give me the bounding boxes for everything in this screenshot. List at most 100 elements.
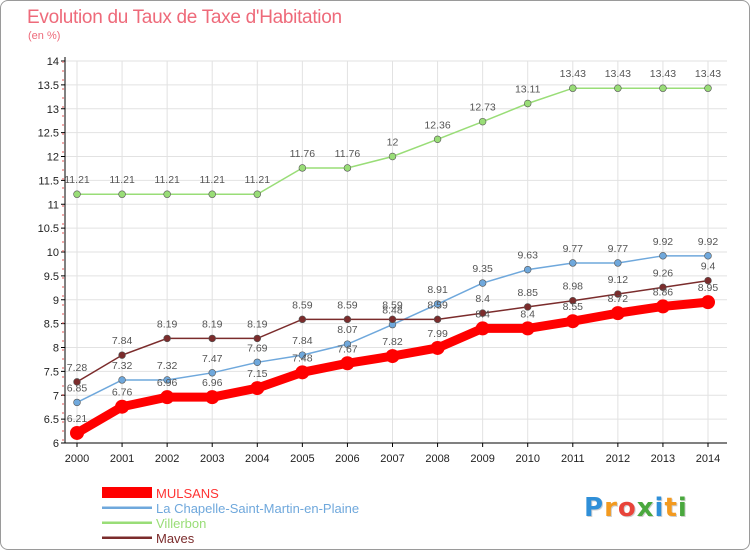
data-point-mulsans: [520, 321, 535, 336]
data-label-la-chapelle-saint-martin-en-plaine: 8.48: [382, 305, 403, 317]
data-label-villerbon: 12.73: [470, 102, 496, 114]
data-point-maves: [253, 334, 261, 343]
data-label-mulsans: 7.48: [292, 352, 313, 364]
logo-letter: i: [677, 493, 688, 523]
data-point-mulsans: [205, 390, 220, 405]
data-point-maves: [433, 315, 442, 324]
data-label-villerbon: 13.43: [560, 68, 586, 80]
data-label-mulsans: 7.67: [337, 343, 358, 355]
y-tick-label: 8.5: [44, 319, 59, 331]
data-label-maves: 8.85: [517, 287, 538, 299]
y-axis-unit: (en %): [28, 30, 61, 42]
data-label-villerbon: 11.21: [64, 174, 90, 186]
data-label-la-chapelle-saint-martin-en-plaine: 9.77: [608, 243, 629, 255]
x-tick-label: 2009: [470, 453, 494, 465]
logo-letter: t: [664, 493, 678, 523]
data-point-la-chapelle-saint-martin-en-plaine: [163, 376, 171, 384]
data-point-maves: [614, 290, 622, 298]
x-tick-label: 2003: [200, 453, 224, 465]
data-label-villerbon: 13.43: [605, 68, 631, 80]
data-point-la-chapelle-saint-martin-en-plaine: [208, 369, 216, 377]
data-point-villerbon: [253, 190, 261, 198]
data-label-villerbon: 12.36: [424, 119, 450, 131]
data-label-maves: 7.84: [112, 335, 133, 347]
data-label-maves: 8.98: [563, 281, 584, 293]
data-point-mulsans: [610, 306, 625, 321]
x-tick-label: 2000: [65, 453, 89, 465]
data-label-maves: 8.59: [427, 299, 448, 311]
data-label-mulsans: 8.4: [520, 308, 535, 320]
y-tick-label: 13: [47, 104, 59, 116]
data-point-la-chapelle-saint-martin-en-plaine: [659, 252, 667, 260]
data-point-la-chapelle-saint-martin-en-plaine: [118, 376, 126, 384]
data-point-la-chapelle-saint-martin-en-plaine: [704, 252, 712, 260]
legend-label-maves: Maves: [156, 531, 195, 546]
data-point-la-chapelle-saint-martin-en-plaine: [433, 300, 442, 308]
y-tick-label: 13.5: [38, 80, 59, 92]
data-point-villerbon: [659, 84, 667, 92]
data-point-maves: [118, 351, 126, 359]
chart-data-labels: 6.216.766.96 6.967.157.487.677.827.998.4 8…: [64, 68, 721, 425]
data-label-mulsans: 8.4: [475, 308, 490, 320]
proxiti-logo: Proxiti: [584, 493, 688, 523]
data-label-villerbon: 13.11: [515, 83, 541, 95]
data-label-la-chapelle-saint-martin-en-plaine: 7.84: [292, 335, 313, 347]
data-point-villerbon: [569, 84, 577, 92]
data-point-mulsans: [115, 399, 130, 414]
data-point-la-chapelle-saint-martin-en-plaine: [343, 340, 352, 348]
data-point-maves: [208, 334, 216, 343]
data-label-maves: 8.19: [157, 318, 178, 330]
data-label-villerbon: 11.21: [199, 174, 225, 186]
chart-title: Evolution du Taux de Taxe d'Habitation: [27, 7, 342, 28]
data-point-mulsans: [70, 425, 84, 440]
x-tick-label: 2002: [155, 453, 179, 465]
data-point-villerbon: [118, 190, 126, 198]
logo-letter: o: [617, 493, 637, 523]
data-label-villerbon: 11.76: [290, 148, 316, 160]
data-point-villerbon: [614, 84, 622, 92]
y-tick-label: 6.5: [44, 414, 59, 426]
data-point-la-chapelle-saint-martin-en-plaine: [478, 279, 487, 287]
data-point-la-chapelle-saint-martin-en-plaine: [253, 358, 261, 367]
data-label-la-chapelle-saint-martin-en-plaine: 7.32: [157, 360, 178, 372]
chart-series: [70, 84, 715, 440]
data-point-maves: [388, 315, 397, 324]
data-label-la-chapelle-saint-martin-en-plaine: 6.85: [67, 382, 88, 394]
legend-label-mulsans: MULSANS: [156, 486, 219, 501]
data-label-mulsans: 7.82: [382, 336, 403, 348]
logo-letter: P: [584, 493, 605, 523]
data-point-villerbon: [343, 164, 352, 172]
data-point-la-chapelle-saint-martin-en-plaine: [524, 265, 532, 274]
data-point-mulsans: [250, 381, 265, 396]
chart-axes: 66.577.588.599.51010.51111.51212.51313.5…: [38, 56, 727, 465]
legend-label-la-chapelle-saint-martin-en-plaine: La Chapelle-Saint-Martin-en-Plaine: [156, 501, 359, 516]
data-label-maves: 8.19: [247, 318, 268, 330]
legend-swatch-mulsans: [102, 487, 152, 498]
data-point-maves: [524, 303, 532, 311]
data-label-la-chapelle-saint-martin-en-plaine: 8.07: [337, 324, 358, 336]
data-point-villerbon: [433, 135, 442, 144]
data-point-mulsans: [385, 349, 400, 364]
data-label-mulsans: 8.95: [698, 282, 719, 294]
data-label-maves: 9.4: [701, 261, 716, 273]
y-tick-label: 8: [53, 343, 59, 355]
data-label-la-chapelle-saint-martin-en-plaine: 9.77: [563, 243, 584, 255]
y-tick-label: 9.5: [44, 271, 59, 283]
x-tick-label: 2006: [335, 453, 359, 465]
data-point-maves: [163, 334, 171, 343]
data-label-villerbon: 12: [387, 137, 399, 149]
data-point-villerbon: [298, 164, 307, 172]
data-point-mulsans: [340, 356, 355, 371]
data-label-la-chapelle-saint-martin-en-plaine: 9.92: [698, 236, 719, 248]
logo-letter: i: [654, 493, 665, 523]
data-label-la-chapelle-saint-martin-en-plaine: 9.92: [653, 236, 674, 248]
legend-swatch-villerbon: [102, 521, 152, 524]
data-label-la-chapelle-saint-martin-en-plaine: 7.47: [202, 353, 223, 365]
data-label-maves: 8.59: [337, 299, 358, 311]
data-point-mulsans: [430, 340, 445, 355]
data-point-villerbon: [208, 190, 216, 198]
data-label-villerbon: 11.21: [245, 174, 271, 186]
y-tick-label: 6: [53, 438, 59, 450]
data-label-la-chapelle-saint-martin-en-plaine: 9.63: [517, 250, 538, 262]
